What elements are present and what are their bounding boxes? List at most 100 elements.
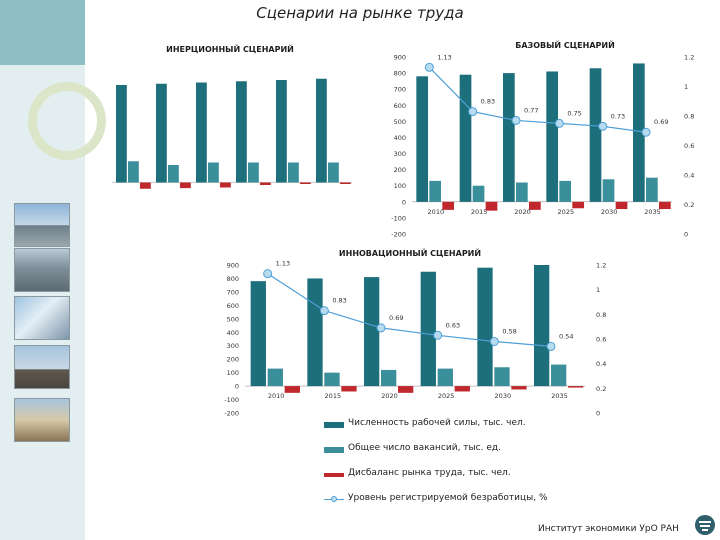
base-bar-labor-force bbox=[503, 73, 515, 202]
innovation-unemployment-point bbox=[433, 330, 443, 340]
base-unemployment-point bbox=[598, 121, 608, 131]
base-bar-imbalance bbox=[615, 201, 628, 210]
base-bar-imbalance bbox=[529, 201, 541, 210]
legend-label: Дисбаланс рынка труда, тыс. чел. bbox=[348, 468, 511, 478]
base-bar-labor-force bbox=[589, 68, 602, 202]
base-y2-tick-label: 1 bbox=[684, 83, 688, 91]
innovation-y2-tick-label: 1 bbox=[596, 286, 600, 294]
base-unemployment-label: 0.73 bbox=[611, 112, 625, 120]
innovation-y-tick-label: 700 bbox=[227, 288, 239, 296]
innovation-unemployment-line bbox=[267, 273, 552, 347]
innovation-bar-vacancies bbox=[324, 372, 340, 387]
innovation-x-tick-label: 2030 bbox=[495, 392, 512, 400]
photo-city-skyline bbox=[14, 203, 70, 247]
innovation-y2-tick-label: 0 bbox=[596, 410, 600, 418]
innovation-y2-tick-label: 0.2 bbox=[596, 385, 606, 393]
innovation-unemployment-point bbox=[319, 306, 329, 316]
base-bar-labor-force bbox=[546, 71, 559, 202]
base-y-tick-label: 900 bbox=[394, 54, 406, 62]
base-x-tick-label: 2020 bbox=[514, 208, 531, 216]
inertial-bar-vacancies bbox=[248, 162, 259, 183]
innovation-unemployment-label: 0.54 bbox=[559, 332, 573, 340]
innovation-unemployment-label: 1.13 bbox=[276, 260, 290, 268]
base-bar-vacancies bbox=[429, 180, 442, 202]
innovation-chart-title: ИННОВАЦИОННЫЙ СЦЕНАРИЙ bbox=[339, 247, 481, 258]
legend-label: Уровень регистрируемой безработицы, % bbox=[348, 493, 548, 503]
inertial-bar-labor-force bbox=[196, 82, 207, 183]
base-y-tick-label: 400 bbox=[394, 134, 406, 142]
innovation-x-tick-label: 2020 bbox=[381, 392, 398, 400]
innovation-y-tick-label: 500 bbox=[227, 315, 239, 323]
base-bar-imbalance bbox=[659, 201, 671, 210]
innovation-x-tick-label: 2015 bbox=[325, 392, 342, 400]
base-y-tick-label: 100 bbox=[394, 182, 406, 190]
base-x-tick-label: 2010 bbox=[428, 208, 445, 216]
innovation-unemployment-label: 0.83 bbox=[332, 297, 346, 305]
inertial-bar-imbalance bbox=[220, 182, 231, 188]
innovation-bar-imbalance bbox=[454, 386, 470, 392]
innovation-bar-vacancies bbox=[267, 368, 283, 387]
innovation-y-tick-label: 300 bbox=[227, 342, 239, 350]
inertial-bar-labor-force bbox=[316, 78, 327, 183]
innovation-unemployment-label: 0.69 bbox=[389, 314, 403, 322]
innovation-x-tick-label: 2010 bbox=[268, 392, 285, 400]
innovation-bar-labor-force bbox=[477, 267, 493, 387]
decorative-ring bbox=[28, 82, 106, 160]
legend-marker-unemployment bbox=[331, 496, 337, 502]
inertial-bar-labor-force bbox=[236, 81, 247, 183]
innovation-bar-vacancies bbox=[494, 367, 510, 387]
photo-historic-building bbox=[14, 398, 70, 442]
innovation-bar-imbalance bbox=[284, 386, 300, 393]
innovation-y-tick-label: 600 bbox=[227, 302, 239, 310]
legend-item-labor-force: Численность рабочей силы, тыс. чел. bbox=[322, 418, 652, 443]
photo-city-street bbox=[14, 248, 70, 292]
base-unemployment-point bbox=[554, 118, 564, 128]
base-chart-title: БАЗОВЫЙ СЦЕНАРИЙ bbox=[515, 39, 615, 50]
base-y2-tick-label: 0.4 bbox=[684, 172, 694, 180]
innovation-bar-labor-force bbox=[534, 265, 550, 387]
base-y-tick-label: 200 bbox=[394, 166, 406, 174]
base-y-tick-label: 600 bbox=[394, 102, 406, 110]
base-bar-labor-force bbox=[416, 76, 429, 202]
base-y-tick-label: 500 bbox=[394, 118, 406, 126]
base-x-tick-label: 2025 bbox=[558, 208, 575, 216]
base-bar-vacancies bbox=[516, 182, 528, 202]
inertial-bar-imbalance bbox=[260, 182, 271, 185]
innovation-bar-vacancies bbox=[551, 364, 567, 387]
photo-modern-building bbox=[14, 296, 70, 340]
innovation-bar-labor-force bbox=[307, 278, 323, 387]
innovation-bar-imbalance bbox=[511, 386, 527, 390]
innovation-y-tick-label: 0 bbox=[235, 383, 239, 391]
base-unemployment-label: 0.77 bbox=[524, 106, 538, 114]
inertial-bar-imbalance bbox=[140, 182, 151, 189]
base-bar-imbalance bbox=[442, 201, 455, 210]
innovation-y-tick-label: -100 bbox=[224, 396, 239, 404]
base-unemployment-point bbox=[424, 62, 434, 72]
institute-logo-icon bbox=[695, 515, 715, 535]
base-y2-tick-label: 1.2 bbox=[684, 54, 694, 62]
base-y2-tick-label: 0.8 bbox=[684, 113, 694, 121]
innovation-y2-tick-label: 0.6 bbox=[596, 336, 606, 344]
innovation-unemployment-label: 0.63 bbox=[446, 321, 460, 329]
base-y-tick-label: 0 bbox=[402, 198, 406, 206]
innovation-unemployment-point bbox=[546, 341, 556, 351]
innovation-bar-labor-force bbox=[250, 281, 266, 387]
innovation-unemployment-point bbox=[263, 269, 273, 279]
base-unemployment-label: 0.75 bbox=[567, 109, 581, 117]
legend-swatch-vacancies bbox=[324, 447, 344, 453]
institute-name: Институт экономики УрО РАН bbox=[538, 524, 679, 534]
base-bar-imbalance bbox=[572, 201, 585, 209]
innovation-y2-tick-label: 0.8 bbox=[596, 311, 606, 319]
legend-label: Численность рабочей силы, тыс. чел. bbox=[348, 418, 526, 428]
base-x-tick-label: 2015 bbox=[471, 208, 488, 216]
legend-item-imbalance: Дисбаланс рынка труда, тыс. чел. bbox=[322, 468, 652, 493]
inertial-bar-imbalance bbox=[300, 182, 311, 184]
innovation-bar-vacancies bbox=[437, 368, 453, 387]
photo-monument bbox=[14, 345, 70, 389]
base-bar-imbalance bbox=[485, 201, 498, 211]
side-panel-accent bbox=[0, 0, 85, 65]
base-y-tick-label: -200 bbox=[391, 231, 406, 239]
innovation-y-tick-label: -200 bbox=[224, 410, 239, 418]
innovation-unemployment-point bbox=[489, 336, 499, 346]
innovation-bar-vacancies bbox=[381, 369, 397, 387]
